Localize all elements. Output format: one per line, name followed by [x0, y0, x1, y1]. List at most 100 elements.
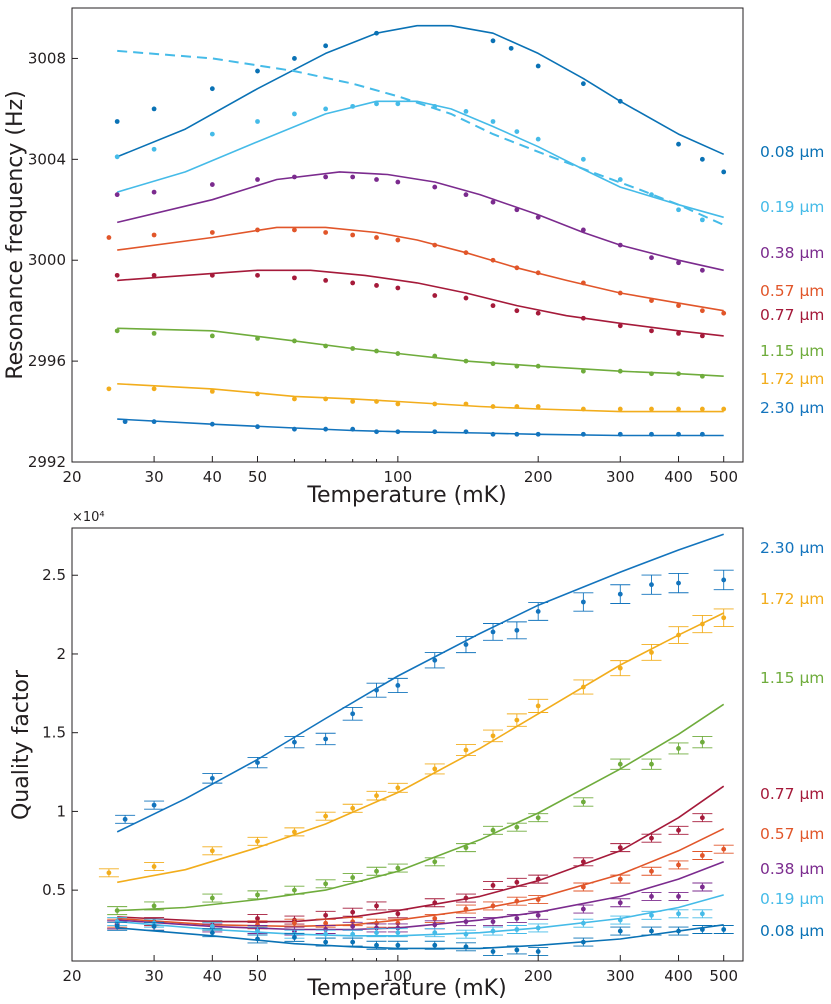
- quality-data-point: [721, 846, 727, 852]
- frequency-data-point: [374, 30, 379, 36]
- frequency-data-point: [395, 285, 401, 291]
- quality-data-point: [463, 931, 469, 937]
- frequency-data-point: [114, 272, 120, 278]
- quality-data-point: [151, 923, 157, 929]
- frequency-panel: 20 30 40 50 100 200 300 400 500 2992 2996 3000 3004…: [3, 7, 824, 508]
- quality-data-point: [463, 895, 469, 901]
- frequency-data-point: [323, 278, 329, 283]
- frequency-data-point: [323, 174, 329, 180]
- quality-series-label-0-19-m: 0.19 µm: [760, 890, 824, 908]
- quality-series-layer: [98, 533, 734, 957]
- quality-data-point: [151, 864, 157, 869]
- frequency-series-1-72-m: [106, 383, 727, 413]
- frequency-data-point: [255, 227, 260, 233]
- frequency-data-point: [514, 265, 520, 271]
- quality-data-point: [514, 627, 520, 633]
- frequency-x-axis-label: Temperature (mK): [306, 483, 506, 508]
- frequency-data-point: [580, 227, 586, 233]
- frequency-series-label-0-19-m: 0.19 µm: [760, 198, 824, 216]
- quality-data-point: [292, 829, 297, 835]
- frequency-data-point: [490, 199, 496, 205]
- quality-data-point: [649, 649, 654, 655]
- quality-data-point: [514, 898, 520, 904]
- frequency-data-point: [463, 401, 469, 407]
- frequency-data-point: [514, 431, 520, 437]
- quality-data-point: [699, 739, 705, 745]
- frequency-data-point: [395, 179, 401, 185]
- quality-x-tick-label: 500: [709, 967, 738, 985]
- frequency-data-point: [255, 391, 260, 397]
- quality-data-point: [490, 903, 496, 909]
- frequency-data-point: [350, 232, 356, 238]
- frequency-data-point: [151, 146, 157, 152]
- quality-y-tick-label: 2.5: [42, 566, 66, 584]
- frequency-y-tick-label: 3000: [28, 251, 66, 269]
- quality-x-tick-label: 200: [524, 967, 553, 985]
- quality-data-point: [122, 816, 128, 822]
- frequency-plot-frame: [71, 7, 744, 463]
- quality-data-point: [490, 928, 496, 934]
- quality-data-point: [514, 824, 520, 830]
- frequency-data-point: [463, 429, 469, 435]
- frequency-data-point: [122, 419, 128, 425]
- quality-data-point: [535, 876, 541, 882]
- frequency-fit-curve-0-57-m: [117, 226, 724, 312]
- frequency-data-point: [617, 98, 623, 104]
- quality-y-tick-label: 0.5: [42, 881, 66, 899]
- frequency-data-point: [209, 182, 215, 187]
- quality-data-point: [580, 906, 586, 912]
- quality-data-point: [350, 939, 356, 945]
- quality-data-point: [374, 942, 379, 948]
- frequency-x-tick-label: 20: [62, 468, 81, 486]
- quality-data-point: [114, 923, 120, 929]
- frequency-data-point: [106, 386, 112, 392]
- frequency-data-point: [676, 303, 681, 309]
- frequency-series-label-1-15-m: 1.15 µm: [760, 342, 824, 360]
- frequency-data-point: [535, 363, 541, 369]
- frequency-data-point: [255, 119, 260, 124]
- quality-data-point: [463, 919, 469, 925]
- frequency-data-point: [292, 174, 297, 180]
- frequency-data-point: [432, 429, 438, 435]
- frequency-data-point: [721, 169, 727, 175]
- quality-x-tick-label: 30: [145, 967, 164, 985]
- quality-data-point: [432, 930, 438, 936]
- quality-data-point: [255, 916, 260, 921]
- quality-fit-curve-0-19-m: [117, 894, 724, 937]
- quality-series-0-08-m: [107, 921, 734, 957]
- frequency-data-point: [151, 272, 157, 278]
- quality-x-tick-label: 100: [384, 967, 413, 985]
- frequency-data-point: [699, 333, 705, 339]
- quality-y-multiplier: ×10⁴: [72, 510, 105, 525]
- frequency-data-point: [580, 280, 586, 286]
- frequency-series-labels: 0.08 µm 0.19 µm 0.38 µm 0.57 µm 0.77 µm 1.15 …: [760, 143, 824, 417]
- quality-data-point: [374, 687, 379, 693]
- quality-plot-frame: [71, 527, 744, 962]
- frequency-data-point: [432, 293, 438, 298]
- quality-fit-curve-1-15-m: [117, 703, 725, 912]
- frequency-data-point: [209, 421, 215, 427]
- frequency-data-point: [580, 156, 586, 162]
- quality-data-point: [514, 879, 520, 885]
- quality-data-point: [699, 884, 705, 890]
- frequency-data-point: [699, 156, 705, 162]
- quality-data-point: [463, 944, 469, 950]
- frequency-y-tick-label: 2992: [28, 453, 66, 471]
- frequency-y-axis-label: Resonance frequency (Hz): [3, 90, 28, 379]
- frequency-data-point: [255, 177, 260, 182]
- frequency-data-point: [432, 242, 438, 248]
- frequency-y-ticks: 2992 2996 3000 3004 3008: [28, 49, 78, 471]
- quality-data-point: [374, 925, 379, 931]
- quality-data-point: [649, 868, 654, 874]
- frequency-data-point: [649, 328, 654, 334]
- quality-data-point: [490, 629, 496, 635]
- quality-data-point: [255, 928, 260, 934]
- frequency-data-point: [535, 404, 541, 409]
- frequency-data-point: [676, 141, 681, 147]
- quality-data-point: [490, 883, 496, 888]
- frequency-data-point: [350, 346, 356, 351]
- quality-fit-curve-0-38-m: [117, 861, 724, 931]
- quality-data-point: [535, 912, 541, 918]
- frequency-data-point: [292, 426, 297, 432]
- quality-data-point: [649, 582, 654, 588]
